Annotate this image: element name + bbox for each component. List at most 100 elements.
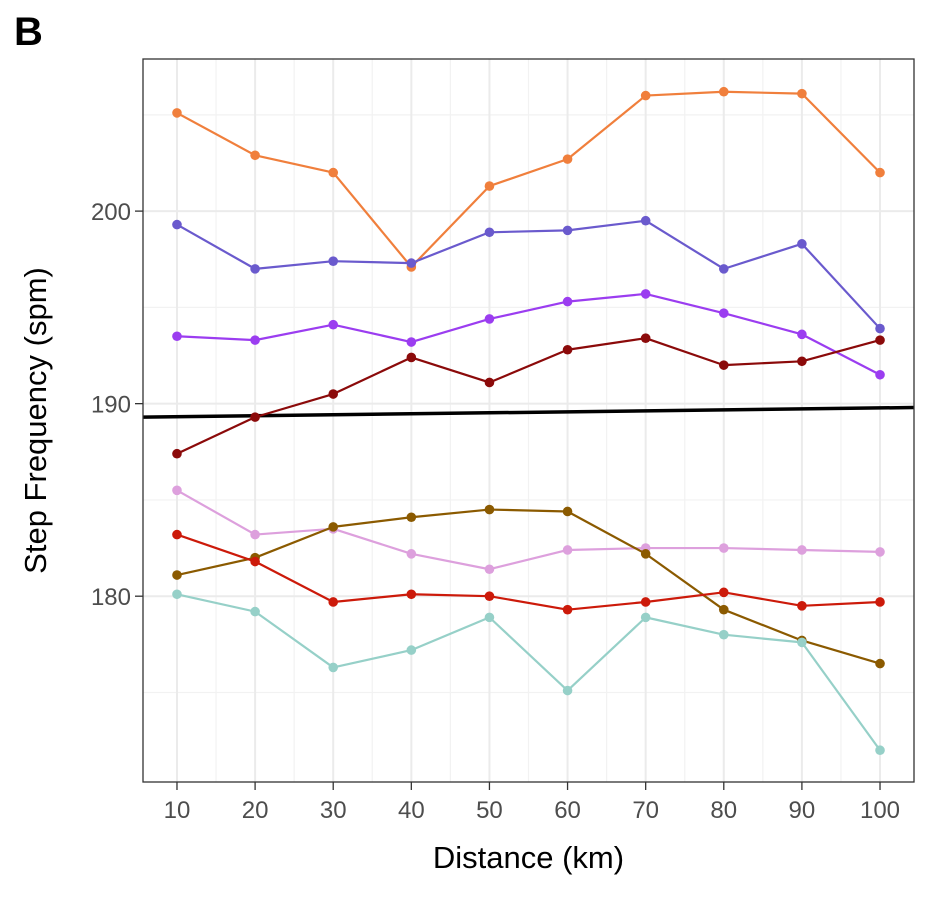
panel-border — [142, 58, 915, 783]
y-axis-title: Step Frequency (spm) — [18, 267, 53, 574]
data-point — [562, 344, 573, 355]
x-tick-label: 60 — [554, 797, 581, 824]
y-tick-label: 190 — [91, 392, 131, 419]
x-tick-label: 40 — [398, 797, 425, 824]
data-point — [172, 448, 182, 459]
data-point — [797, 637, 807, 648]
data-point — [406, 589, 417, 600]
data-point — [172, 589, 182, 600]
series-red — [172, 529, 885, 615]
data-point — [484, 612, 495, 623]
data-point — [328, 256, 339, 266]
data-point — [328, 597, 339, 607]
series-line-slateblue — [176, 219, 881, 330]
data-point — [406, 352, 417, 363]
data-point — [406, 645, 417, 655]
data-point — [484, 314, 495, 324]
x-tick-label: 80 — [710, 797, 737, 824]
x-tick-label: 70 — [632, 797, 659, 824]
series-violet — [172, 289, 885, 380]
data-point — [797, 88, 807, 99]
series-orange — [172, 86, 885, 272]
data-point — [797, 356, 807, 367]
data-point — [172, 529, 182, 540]
data-point — [875, 335, 885, 345]
data-point — [718, 629, 729, 640]
data-point — [172, 219, 182, 230]
data-point — [250, 150, 260, 161]
data-point — [640, 333, 651, 343]
data-point — [875, 369, 885, 380]
data-point — [640, 90, 651, 101]
y-tick-label: 200 — [91, 199, 131, 226]
data-point — [875, 658, 885, 669]
data-point — [484, 591, 495, 601]
trend-line — [142, 405, 915, 419]
data-point — [797, 601, 807, 611]
data-point — [640, 549, 651, 559]
data-point — [328, 662, 339, 673]
x-tick-label: 90 — [789, 797, 816, 824]
data-point — [406, 512, 417, 523]
data-point — [328, 319, 339, 330]
data-point — [718, 264, 729, 274]
data-point — [562, 296, 573, 307]
data-point — [562, 154, 573, 164]
series-line-orange — [176, 90, 881, 269]
data-point — [875, 547, 885, 557]
data-point — [640, 215, 651, 226]
data-point — [250, 529, 260, 540]
x-tick-label: 30 — [320, 797, 347, 824]
x-tick-label: 50 — [476, 797, 503, 824]
series-line-brown — [176, 508, 881, 665]
data-point — [640, 612, 651, 623]
data-point — [562, 506, 573, 517]
y-axis: 180 190 200 — [91, 199, 143, 611]
panel-label: B — [14, 10, 43, 54]
data-point — [328, 389, 339, 399]
data-point — [250, 412, 260, 422]
x-axis: 10 20 30 40 50 60 70 80 90 100 — [164, 782, 900, 824]
series-line-red — [176, 533, 881, 611]
data-point — [718, 360, 729, 370]
series-line-violet — [176, 292, 881, 376]
data-point — [797, 239, 807, 249]
series-group — [172, 86, 885, 756]
x-tick-label: 10 — [164, 797, 191, 824]
data-point — [562, 685, 573, 696]
data-point — [562, 225, 573, 236]
data-point — [875, 597, 885, 607]
data-point — [797, 329, 807, 340]
x-tick-label: 100 — [860, 797, 900, 824]
series-darkred — [172, 333, 885, 459]
series-line-teal — [176, 593, 881, 751]
data-point — [484, 181, 495, 191]
minor-gridlines — [143, 59, 914, 782]
x-tick-label: 20 — [242, 797, 269, 824]
series-slateblue — [172, 215, 885, 334]
data-point — [718, 543, 729, 553]
data-point — [484, 377, 495, 388]
data-point — [172, 331, 182, 342]
data-point — [250, 335, 260, 345]
data-point — [172, 108, 182, 118]
y-tick-label: 180 — [91, 584, 131, 611]
data-point — [718, 587, 729, 598]
data-point — [875, 323, 885, 334]
data-point — [875, 167, 885, 178]
data-point — [406, 337, 417, 347]
data-point — [484, 504, 495, 515]
data-point — [406, 258, 417, 268]
data-point — [718, 604, 729, 615]
data-point — [640, 289, 651, 299]
trend-line-group — [142, 405, 915, 419]
data-point — [484, 227, 495, 238]
data-point — [562, 604, 573, 615]
data-point — [640, 597, 651, 607]
series-teal — [172, 589, 885, 756]
data-point — [328, 522, 339, 532]
data-point — [484, 564, 495, 575]
series-line-plum — [176, 489, 881, 571]
data-point — [562, 545, 573, 555]
